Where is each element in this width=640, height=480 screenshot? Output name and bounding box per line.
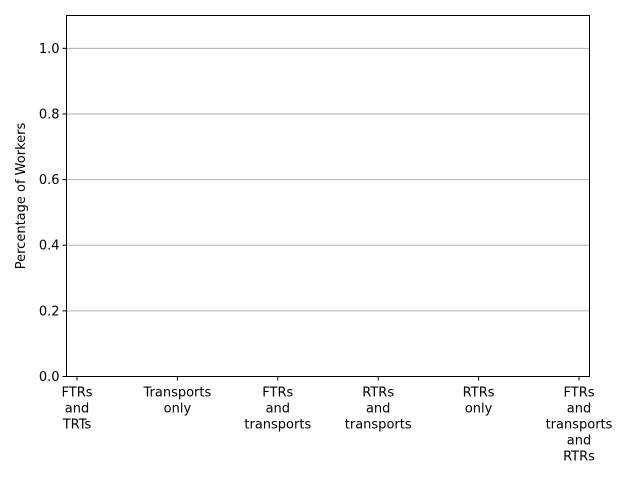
x-tick-label: FTRs and transports and RTRs [546,386,613,465]
x-tick-label: FTRs and TRTs [62,386,93,433]
y-tick-label: 0.6 [39,173,60,188]
grid-lines [66,47,590,312]
x-tick-label: Transports only [143,386,212,417]
x-tick-label: RTRs only [463,386,495,417]
y-tick-label: 0.0 [39,370,60,385]
y-axis-label: Percentage of Workers [14,123,29,270]
x-tick-label: RTRs and transports [345,386,412,433]
x-tick-label: FTRs and transports [244,386,311,433]
plot-frame [66,15,590,377]
x-axis: FTRs and TRTs Transports only FTRs and transpor… [62,376,613,465]
y-tick-label: 0.8 [39,107,60,122]
y-tick-label: 1.0 [39,42,60,57]
y-tick-label: 0.2 [39,304,60,319]
y-tick-label: 0.4 [39,239,60,254]
y-axis: 0.0 0.2 0.4 0.6 0.8 1.0 [39,42,67,385]
